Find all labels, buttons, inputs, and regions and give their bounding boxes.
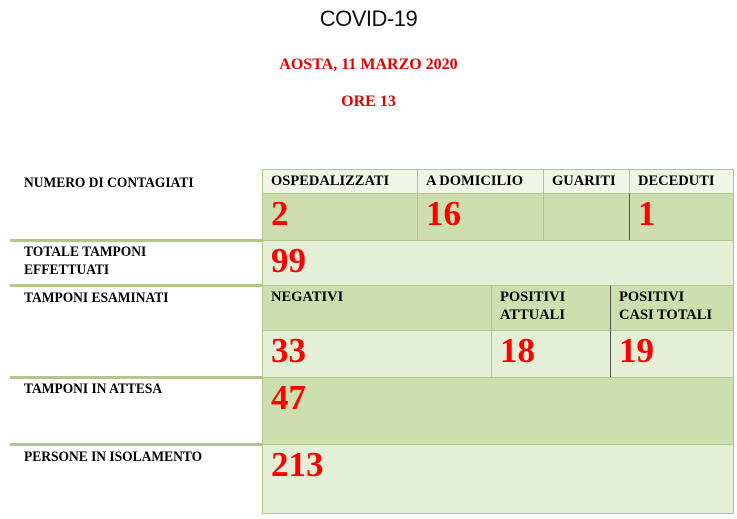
divider (10, 239, 262, 242)
header-line: CASI TOTALI (619, 307, 713, 323)
location-date: AOSTA, 11 MARZO 2020 (279, 56, 458, 73)
page-title: COVID-19 (319, 6, 418, 31)
value-tamponi-attesa: 47 (262, 377, 734, 445)
header-domicilio: A DOMICILIO (417, 169, 544, 194)
header-positivi-attuali: POSITIVI ATTUALI (491, 285, 611, 331)
label-isolamento: PERSONE IN ISOLAMENTO (24, 449, 203, 465)
value-tamponi-effettuati: 99 (262, 240, 734, 286)
header-line: NEGATIVI (271, 289, 344, 305)
header-line: ATTUALI (500, 307, 565, 323)
header-guariti: GUARITI (543, 169, 630, 194)
value-guariti (543, 193, 630, 241)
label-tamponi-attesa: TAMPONI IN ATTESA (24, 381, 163, 397)
value-positivi-totali: 19 (610, 330, 734, 378)
label-line: EFFETTUATI (24, 262, 110, 278)
header-positivi-totali: POSITIVI CASI TOTALI (610, 285, 734, 331)
divider (10, 443, 262, 446)
value-negativi: 33 (262, 330, 492, 378)
value-domicilio: 16 (417, 193, 544, 241)
divider (10, 376, 262, 379)
divider (10, 284, 262, 287)
value-isolamento: 213 (262, 444, 734, 514)
header-ospedalizzati: OSPEDALIZZATI (262, 169, 418, 194)
label-contagiati: NUMERO DI CONTAGIATI (24, 175, 194, 191)
time: ORE 13 (341, 93, 396, 110)
label-tamponi-esaminati: TAMPONI ESAMINATI (24, 290, 169, 306)
value-positivi-attuali: 18 (491, 330, 611, 378)
header-negativi: NEGATIVI (262, 285, 492, 331)
header-line: POSITIVI (619, 289, 685, 305)
header-line: POSITIVI (500, 289, 566, 305)
label-line: TOTALE TAMPONI (24, 244, 147, 260)
value-ospedalizzati: 2 (262, 193, 418, 241)
label-tamponi-effettuati: TOTALE TAMPONI EFFETTUATI (24, 243, 243, 279)
header-deceduti: DECEDUTI (629, 169, 734, 194)
value-deceduti: 1 (629, 193, 734, 241)
